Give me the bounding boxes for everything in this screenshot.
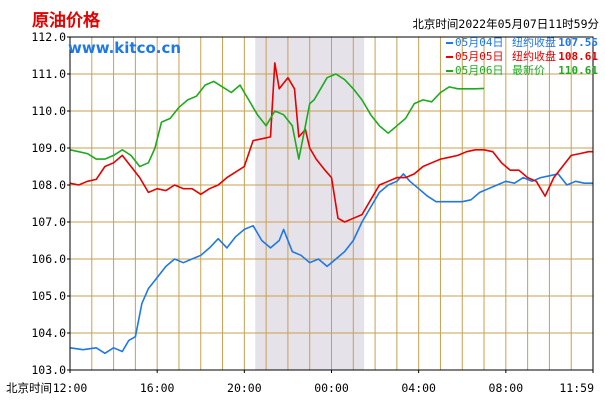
x-tick-label: 20:00: [227, 381, 262, 395]
legend-swatch: [446, 70, 453, 72]
series-line-05月04日: [69, 173, 593, 355]
x-tick-label: 12:00: [53, 381, 88, 395]
legend-date: 05月04日: [455, 36, 504, 49]
y-tick-label: 104.0: [31, 326, 66, 340]
legend-value: 110.61: [558, 64, 598, 77]
x-tick-label: 00:00: [314, 381, 349, 395]
grid-lines: [70, 37, 593, 370]
legend-value: 107.55: [558, 36, 598, 49]
y-tick-label: 108.0: [31, 178, 66, 192]
x-tick-label: 16:00: [140, 381, 175, 395]
x-tick-labels: 12:00 16:00 20:00 00:00 04:00 08:00 11:59: [53, 370, 594, 395]
series-line-05月06日: [69, 73, 485, 168]
y-tick-label: 110.0: [31, 104, 66, 118]
legend-label: 纽约收盘: [512, 35, 556, 49]
series-line-05月05日: [69, 62, 593, 223]
legend-value: 108.61: [558, 50, 598, 63]
timestamp: 北京时间2022年05月07日11时59分: [412, 17, 599, 31]
legend-label: 最新价: [512, 63, 545, 77]
series-lines: [69, 62, 593, 355]
x-tick-label: 11:59: [559, 381, 594, 395]
x-tick-label: 08:00: [489, 381, 524, 395]
website-link[interactable]: www.kitco.cn: [68, 39, 181, 57]
y-tick-label: 103.0: [31, 363, 66, 377]
y-tick-labels: 103.0 104.0 105.0 106.0 107.0 108.0 109.0 110.0…: [31, 30, 70, 377]
y-tick-label: 105.0: [31, 289, 66, 303]
legend-date: 05月05日: [455, 50, 504, 63]
legend-date: 05月06日: [455, 64, 504, 77]
y-tick-label: 111.0: [31, 67, 66, 81]
legend-swatch: [446, 56, 453, 58]
y-tick-label: 106.0: [31, 252, 66, 266]
x-tick-label: 04:00: [401, 381, 436, 395]
legend-swatch: [446, 42, 453, 44]
y-tick-label: 107.0: [31, 215, 66, 229]
chart-title: 原油价格: [32, 10, 101, 31]
legend-label: 纽约收盘: [512, 49, 556, 63]
x-axis-prefix: 北京时间: [6, 381, 52, 395]
y-tick-label: 112.0: [31, 30, 66, 44]
y-tick-label: 109.0: [31, 141, 66, 155]
plot-frame: [69, 36, 594, 371]
legend: 05月04日 纽约收盘 107.55 05月05日 纽约收盘 108.61 05月06日 最新…: [446, 35, 598, 77]
